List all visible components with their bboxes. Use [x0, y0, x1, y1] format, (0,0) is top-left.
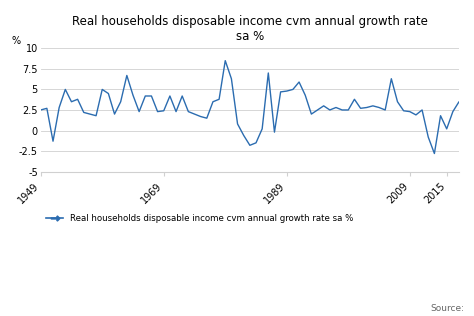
Text: %: %: [11, 36, 20, 46]
Title: Real households disposable income cvm annual growth rate
sa %: Real households disposable income cvm an…: [72, 15, 428, 43]
Legend: Real households disposable income cvm annual growth rate sa %: Real households disposable income cvm an…: [43, 210, 357, 226]
Text: Source:: Source:: [430, 304, 465, 313]
